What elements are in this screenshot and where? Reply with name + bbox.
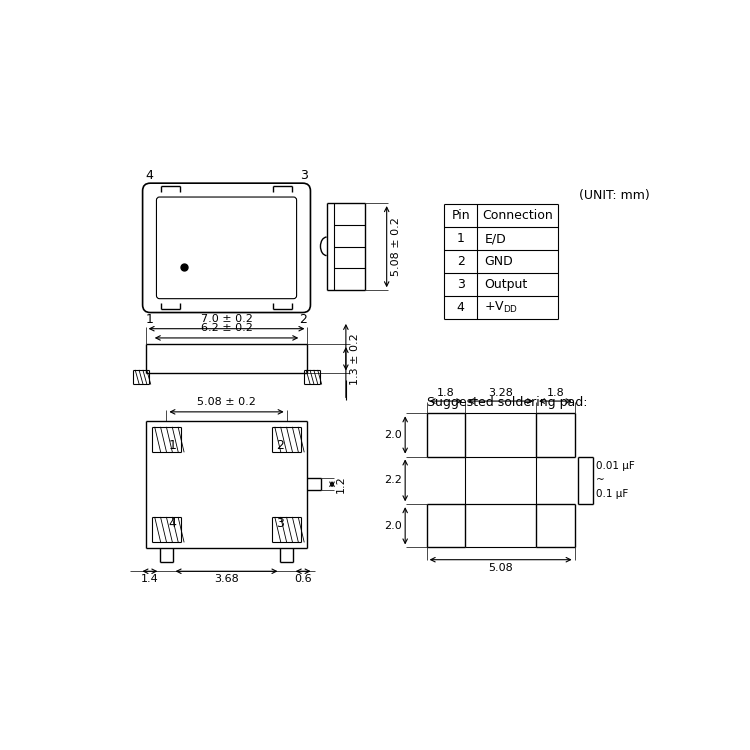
Text: 5.08: 5.08 [488, 562, 513, 573]
Text: 4: 4 [169, 517, 176, 530]
Text: GND: GND [484, 255, 513, 268]
Text: 3: 3 [457, 278, 464, 291]
Text: 6.2 ± 0.2: 6.2 ± 0.2 [200, 323, 253, 333]
Text: +V$_{\mathregular{DD}}$: +V$_{\mathregular{DD}}$ [484, 300, 518, 316]
Text: 1.8: 1.8 [437, 388, 454, 398]
Text: 3.28: 3.28 [488, 388, 513, 398]
Text: 3.68: 3.68 [214, 574, 239, 584]
Text: 5.08 ± 0.2: 5.08 ± 0.2 [197, 398, 256, 407]
Text: 3: 3 [299, 170, 307, 182]
Text: 2.0: 2.0 [384, 430, 402, 440]
Text: 2.0: 2.0 [384, 520, 402, 531]
Text: Suggested soldering pad:: Suggested soldering pad: [427, 397, 587, 410]
Text: 2.2: 2.2 [384, 476, 402, 485]
Text: Pin: Pin [452, 209, 470, 222]
Text: 4: 4 [146, 170, 154, 182]
Text: 1.4: 1.4 [141, 574, 159, 584]
Text: 1.2: 1.2 [336, 476, 346, 493]
Text: 4: 4 [457, 302, 464, 314]
Text: Connection: Connection [482, 209, 553, 222]
Text: 0.6: 0.6 [294, 574, 312, 584]
Text: Output: Output [484, 278, 528, 291]
Text: (UNIT: mm): (UNIT: mm) [579, 188, 650, 202]
Text: 5.08 ± 0.2: 5.08 ± 0.2 [391, 217, 400, 276]
Text: 1.3 ± 0.2: 1.3 ± 0.2 [350, 333, 360, 385]
Text: 0.01 μF
~
0.1 μF: 0.01 μF ~ 0.1 μF [596, 461, 634, 500]
Text: 2: 2 [277, 440, 284, 452]
Text: 7.0 ± 0.2: 7.0 ± 0.2 [200, 314, 253, 324]
FancyBboxPatch shape [157, 197, 296, 298]
Text: 1: 1 [169, 440, 176, 452]
Text: E/D: E/D [484, 232, 506, 245]
FancyBboxPatch shape [142, 183, 310, 313]
Text: 1: 1 [146, 314, 154, 326]
Text: 1.8: 1.8 [547, 388, 564, 398]
Text: 2: 2 [299, 314, 307, 326]
Text: 2: 2 [457, 255, 464, 268]
Text: 1: 1 [457, 232, 464, 245]
Text: 3: 3 [277, 517, 284, 530]
